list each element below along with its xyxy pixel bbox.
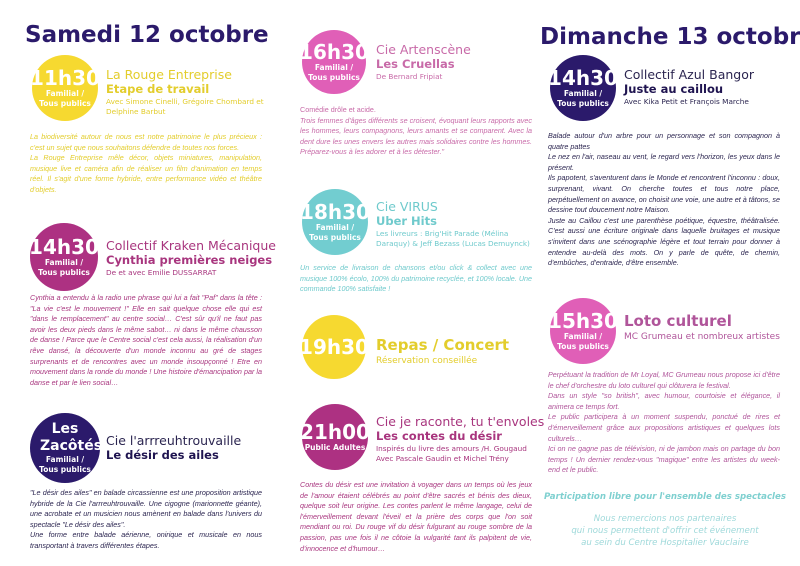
event-saturday: 21h00 Public Adultes Cie je raconte, tu t…: [300, 404, 545, 554]
time-badge: 11h30 Familial / Tous publics: [30, 55, 100, 121]
event-time: Les Zacôtés: [40, 421, 103, 454]
company-name: Collectif Azul Bangor: [624, 67, 754, 82]
company-name: Cie je raconte, tu t'envoles: [376, 414, 545, 429]
event-audience: Familial / Tous publics: [557, 332, 609, 351]
event-audience: Familial / Tous publics: [309, 223, 361, 242]
thanks-line: Nous remercions nos partenaires: [593, 514, 737, 524]
description-paragraph: La Rouge Entreprise mêle décor, objets m…: [30, 153, 262, 194]
event-time: 21h00: [300, 420, 370, 444]
description-paragraph: Dans un style "so british", avec humour,…: [548, 391, 780, 411]
show-title: Le désir des ailes: [106, 448, 219, 462]
event-description: "Le désir des ailes" en balade circassie…: [30, 486, 262, 552]
company-name: Cie l'arrreuhtrouvaille: [106, 433, 242, 448]
event-description: Cynthia a entendu à la radio une phrase …: [30, 291, 262, 388]
event-audience: Familial / Tous publics: [308, 63, 360, 82]
event-description: Balade autour d'un arbre pour un personn…: [548, 129, 780, 269]
thanks-line: qui nous permettent d'offrir cet événeme…: [571, 526, 759, 536]
time-badge: 14h30 Familial / Tous publics: [548, 55, 618, 121]
description-paragraph: "Le désir des ailes" en balade circassie…: [30, 488, 262, 529]
show-title: Etape de travail: [106, 82, 210, 96]
time-badge: 16h30 Familial / Tous publics: [299, 30, 369, 94]
credits: MC Grumeau et nombreux artistes: [624, 332, 780, 342]
time-badge: 21h00 Public Adultes: [300, 404, 370, 470]
thanks-note: Nous remercions nos partenaires qui nous…: [540, 513, 790, 549]
event-saturday: 14h30 Familial / Tous publics Collectif K…: [29, 223, 276, 388]
time-badge: Les Zacôtés Familial / Tous publics: [30, 413, 103, 483]
credits: Inspirés du livre des amours /H. Gougaud…: [376, 444, 527, 463]
event-description: Un service de livraison de chansons et/o…: [300, 261, 532, 295]
show-title: Uber Hits: [376, 214, 437, 228]
event-description: Comédie drôle et acide. Trois femmes d'âg…: [300, 103, 532, 158]
time-badge: 15h30 Familial / Tous publics: [548, 298, 618, 364]
credits: Avec Simone Cinelli, Grégoire Chombard e…: [106, 97, 264, 116]
event-audience: Public Adultes: [304, 443, 366, 452]
credits: Avec Kika Petit et François Marche: [624, 97, 749, 106]
description-paragraph: Ici on ne gagne pas de télévision, ni de…: [548, 444, 780, 475]
event-saturday: 19h30 Repas / Concert Réservation conseil…: [299, 315, 540, 379]
credits: Réservation conseillée: [376, 356, 478, 366]
event-saturday: Les Zacôtés Familial / Tous publics Cie l…: [30, 413, 270, 552]
event-sunday: 14h30 Familial / Tous publics Collectif A…: [548, 55, 788, 269]
show-title: Les contes du désir: [376, 429, 502, 443]
show-title: Les Cruellas: [376, 57, 455, 71]
event-time: 16h30: [299, 40, 369, 64]
description-paragraph: Comédie drôle et acide.: [300, 105, 376, 114]
event-audience: Familial / Tous publics: [557, 89, 609, 108]
event-time: 15h30: [548, 309, 618, 333]
event-sunday: 15h30 Familial / Tous publics Loto cultur…: [548, 298, 788, 476]
event-time: 19h30: [299, 335, 369, 359]
event-saturday: 18h30 Familial / Tous publics Cie VIRUS Ub…: [300, 189, 540, 295]
show-title: Cynthia premières neiges: [106, 253, 273, 267]
description-paragraph: Une forme entre balade aérienne, oniriqu…: [30, 530, 262, 550]
company-name: Collectif Kraken Mécanique: [106, 238, 276, 253]
sunday-title: Dimanche 13 octobre: [540, 24, 800, 50]
description-paragraph: Balade autour d'un arbre pour un personn…: [548, 131, 780, 151]
description-paragraph: Perpétuant la tradition de Mr Loyal, MC …: [548, 370, 780, 390]
description-paragraph: Ils papotent, s'aventurent dans le Monde…: [548, 173, 780, 215]
event-time: 18h30: [300, 200, 370, 224]
show-title: Juste au caillou: [624, 82, 724, 96]
credits: De et avec Emilie DUSSARRAT: [106, 268, 217, 277]
saturday-title: Samedi 12 octobre: [25, 22, 269, 48]
show-title: Loto culturel: [624, 312, 732, 330]
time-badge: 14h30 Familial / Tous publics: [29, 223, 99, 291]
company-name: Cie Artenscène: [376, 42, 471, 57]
description-paragraph: Contes du désir est une invitation à voy…: [300, 480, 532, 553]
event-description: Perpétuant la tradition de Mr Loyal, MC …: [548, 368, 780, 476]
description-paragraph: Juste au Caillou c'est une parenthèse po…: [548, 215, 780, 268]
participation-note: Participation libre pour l'ensemble des …: [544, 492, 786, 502]
event-saturday: 11h30 Familial / Tous publics La Rouge En…: [30, 55, 270, 196]
show-title: Repas / Concert: [376, 336, 510, 354]
time-badge: 18h30 Familial / Tous publics: [300, 189, 370, 255]
company-name: Cie VIRUS: [376, 199, 438, 214]
description-paragraph: La biodiversité autour de nous est notre…: [30, 132, 262, 152]
description-paragraph: Le nez en l'air, naseau au vent, le rega…: [548, 152, 780, 172]
event-description: Contes du désir est une invitation à voy…: [300, 478, 532, 554]
event-time: 11h30: [30, 66, 100, 90]
event-description: La biodiversité autour de nous est notre…: [30, 130, 262, 196]
thanks-line: au sein du Centre Hospitalier Vauclaire: [581, 538, 749, 548]
event-saturday: 16h30 Familial / Tous publics Cie Artensc…: [299, 30, 540, 158]
event-audience: Familial / Tous publics: [39, 89, 91, 108]
event-audience: Familial / Tous publics: [38, 258, 90, 277]
description-paragraph: Cynthia a entendu à la radio une phrase …: [30, 293, 262, 387]
credits: De Bernard Fripiat: [376, 72, 443, 81]
event-time: 14h30: [29, 235, 99, 259]
credits: Les livreurs : Brig'Hit Parade (Mélina D…: [376, 229, 530, 248]
company-name: La Rouge Entreprise: [106, 67, 232, 82]
event-audience: Familial / Tous publics: [39, 455, 91, 474]
description-paragraph: Trois femmes d'âges différents se croise…: [300, 115, 532, 157]
event-time: 14h30: [548, 66, 618, 90]
description-paragraph: Un service de livraison de chansons et/o…: [300, 263, 532, 294]
time-badge: 19h30: [299, 315, 369, 379]
description-paragraph: Le public participera à un moment suspen…: [548, 412, 780, 443]
